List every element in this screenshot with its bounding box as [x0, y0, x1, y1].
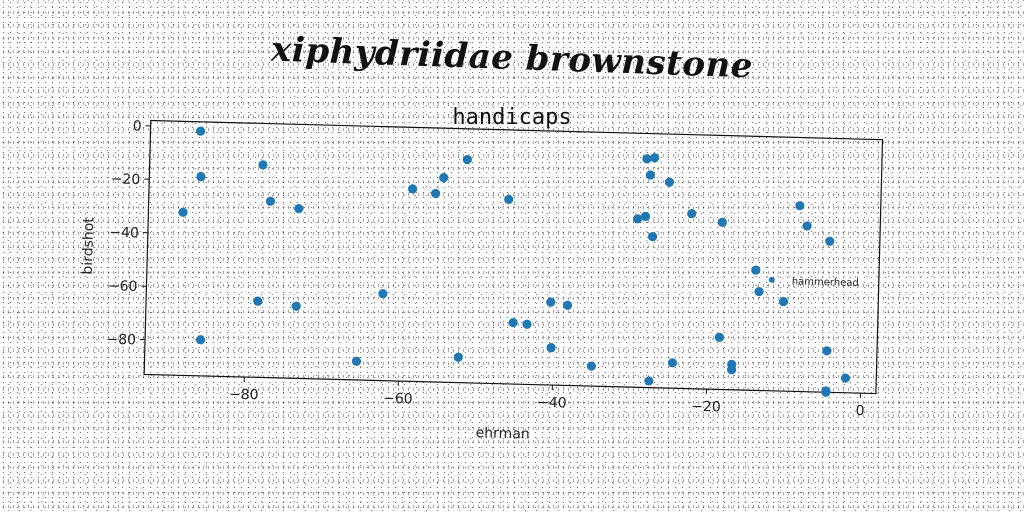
data-point	[378, 289, 388, 299]
x-tick-label: −20	[691, 399, 721, 416]
data-point	[840, 373, 851, 383]
legend-label: hammerhead	[792, 276, 859, 289]
legend: hammerhead	[768, 276, 859, 289]
data-point	[642, 154, 652, 164]
data-point	[294, 204, 304, 214]
y-tick-label: 0	[132, 118, 141, 134]
chart-title: handicaps	[452, 105, 571, 130]
data-point	[778, 296, 789, 307]
data-point	[408, 184, 418, 194]
x-axis-label: ehrman	[475, 425, 529, 442]
data-point	[562, 300, 573, 310]
data-point	[727, 365, 737, 375]
data-point	[822, 346, 832, 356]
data-point	[633, 214, 643, 224]
data-point	[714, 332, 724, 342]
data-point	[546, 343, 556, 353]
x-tick-label: −80	[229, 387, 259, 404]
plot-frame	[143, 119, 884, 395]
x-tick-label: 0	[855, 403, 864, 419]
y-tick-label: −40	[109, 225, 139, 242]
data-point	[196, 172, 206, 182]
data-point	[795, 201, 805, 211]
data-point	[265, 196, 276, 206]
data-point	[650, 153, 660, 163]
data-point	[508, 317, 518, 328]
y-axis-label: birdshot	[80, 217, 98, 275]
data-point	[291, 301, 301, 311]
data-point	[546, 297, 556, 307]
data-point	[253, 296, 263, 306]
data-point	[453, 352, 463, 362]
data-point	[802, 221, 812, 231]
data-point	[522, 319, 532, 329]
x-tick-label: −40	[537, 395, 567, 412]
data-point	[645, 170, 655, 180]
data-point	[717, 217, 727, 227]
data-point	[754, 286, 764, 297]
data-point	[667, 358, 678, 368]
data-point	[687, 208, 697, 219]
data-point	[504, 194, 514, 205]
data-point	[644, 376, 654, 386]
y-tick-label: −20	[110, 171, 140, 188]
legend-marker	[768, 276, 775, 283]
data-point	[258, 160, 268, 170]
y-tick-label: −60	[108, 278, 138, 295]
data-point	[196, 126, 206, 136]
x-tick-label: −60	[383, 391, 413, 408]
data-point	[640, 211, 651, 221]
data-point	[664, 177, 675, 187]
y-tick-label: −80	[106, 332, 136, 349]
data-point	[431, 188, 441, 199]
data-point	[351, 356, 362, 366]
data-point	[821, 387, 831, 397]
data-point	[462, 154, 472, 165]
data-point	[178, 207, 188, 217]
data-point	[751, 265, 761, 275]
data-point	[586, 361, 597, 371]
data-point	[825, 236, 835, 246]
data-point	[439, 173, 449, 183]
data-point	[648, 232, 658, 242]
data-point	[195, 335, 206, 345]
